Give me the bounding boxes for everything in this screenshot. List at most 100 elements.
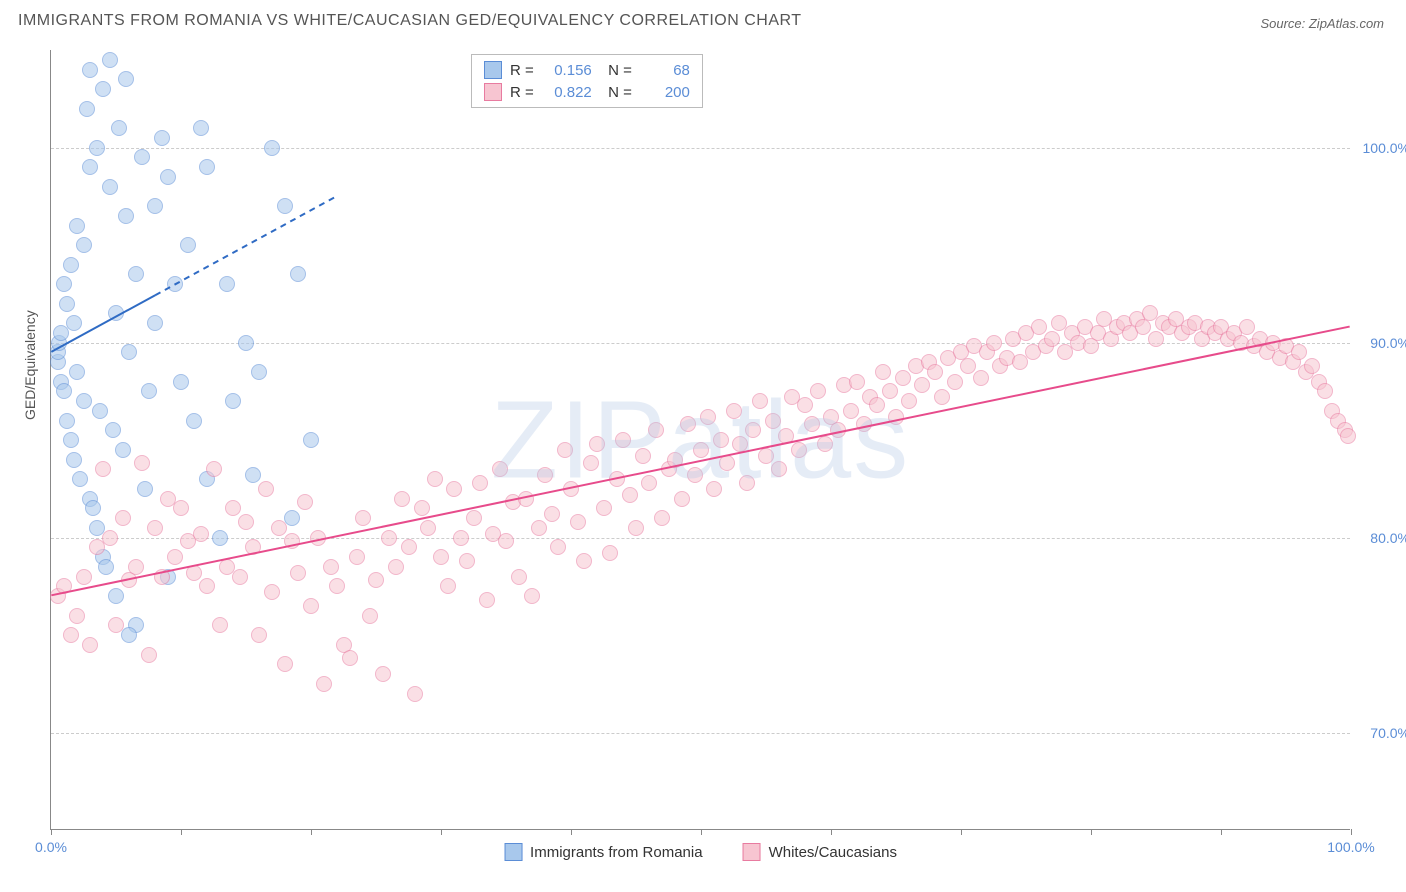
scatter-point <box>654 510 670 526</box>
scatter-point <box>134 455 150 471</box>
scatter-point <box>186 565 202 581</box>
stats-legend-row-1: R = 0.822 N = 200 <box>484 83 690 101</box>
scatter-point <box>85 500 101 516</box>
scatter-point <box>251 364 267 380</box>
scatter-point <box>693 442 709 458</box>
scatter-point <box>173 374 189 390</box>
scatter-point <box>141 383 157 399</box>
scatter-point <box>108 617 124 633</box>
scatter-point <box>245 539 261 555</box>
scatter-point <box>102 530 118 546</box>
scatter-point <box>118 71 134 87</box>
scatter-point <box>95 461 111 477</box>
scatter-point <box>745 422 761 438</box>
y-tick-label: 70.0% <box>1370 725 1406 741</box>
swatch-icon <box>504 843 522 861</box>
scatter-point <box>193 120 209 136</box>
scatter-point <box>414 500 430 516</box>
scatter-point <box>563 481 579 497</box>
scatter-point <box>498 533 514 549</box>
scatter-point <box>622 487 638 503</box>
x-tick <box>181 829 182 835</box>
scatter-point <box>947 374 963 390</box>
scatter-point <box>901 393 917 409</box>
scatter-point <box>303 598 319 614</box>
scatter-point <box>446 481 462 497</box>
scatter-point <box>869 397 885 413</box>
scatter-point <box>199 159 215 175</box>
scatter-point <box>277 656 293 672</box>
scatter-point <box>531 520 547 536</box>
scatter-point <box>466 510 482 526</box>
scatter-point <box>388 559 404 575</box>
scatter-point <box>290 565 306 581</box>
scatter-point <box>154 130 170 146</box>
plot-area: ZIPatlas R = 0.156 N = 68 R = 0.822 N = … <box>50 50 1350 830</box>
scatter-point <box>544 506 560 522</box>
scatter-point <box>76 569 92 585</box>
scatter-point <box>121 627 137 643</box>
scatter-point <box>1031 319 1047 335</box>
scatter-point <box>1304 358 1320 374</box>
scatter-point <box>843 403 859 419</box>
scatter-point <box>167 549 183 565</box>
scatter-point <box>63 257 79 273</box>
scatter-point <box>420 520 436 536</box>
scatter-point <box>264 140 280 156</box>
scatter-point <box>56 276 72 292</box>
scatter-point <box>147 315 163 331</box>
scatter-point <box>589 436 605 452</box>
scatter-point <box>141 647 157 663</box>
grid-line <box>51 538 1350 539</box>
scatter-point <box>115 442 131 458</box>
scatter-point <box>69 364 85 380</box>
scatter-point <box>186 413 202 429</box>
scatter-point <box>492 461 508 477</box>
scatter-point <box>362 608 378 624</box>
scatter-point <box>615 432 631 448</box>
scatter-point <box>895 370 911 386</box>
scatter-point <box>245 467 261 483</box>
scatter-point <box>667 452 683 468</box>
scatter-point <box>459 553 475 569</box>
grid-line <box>51 733 1350 734</box>
scatter-point <box>277 198 293 214</box>
r-value-1: 0.822 <box>542 84 592 101</box>
y-tick-label: 80.0% <box>1370 530 1406 546</box>
scatter-point <box>76 237 92 253</box>
scatter-point <box>323 559 339 575</box>
scatter-point <box>576 553 592 569</box>
scatter-point <box>732 436 748 452</box>
scatter-point <box>206 461 222 477</box>
scatter-point <box>342 650 358 666</box>
scatter-point <box>316 676 332 692</box>
trend-lines-layer <box>51 50 1350 829</box>
series-legend: Immigrants from Romania Whites/Caucasian… <box>504 843 897 861</box>
legend-item-0: Immigrants from Romania <box>504 843 703 861</box>
legend-label: Whites/Caucasians <box>769 844 897 861</box>
scatter-point <box>888 409 904 425</box>
scatter-point <box>472 475 488 491</box>
scatter-point <box>1340 428 1356 444</box>
scatter-point <box>79 101 95 117</box>
scatter-point <box>82 637 98 653</box>
scatter-point <box>258 481 274 497</box>
scatter-point <box>121 344 137 360</box>
scatter-point <box>635 448 651 464</box>
scatter-point <box>173 500 189 516</box>
scatter-point <box>518 491 534 507</box>
scatter-point <box>349 549 365 565</box>
scatter-point <box>609 471 625 487</box>
scatter-point <box>128 266 144 282</box>
scatter-point <box>628 520 644 536</box>
scatter-point <box>719 455 735 471</box>
scatter-point <box>849 374 865 390</box>
scatter-point <box>713 432 729 448</box>
scatter-point <box>232 569 248 585</box>
scatter-point <box>394 491 410 507</box>
scatter-point <box>440 578 456 594</box>
scatter-point <box>680 416 696 432</box>
scatter-point <box>1317 383 1333 399</box>
scatter-point <box>137 481 153 497</box>
scatter-point <box>72 471 88 487</box>
